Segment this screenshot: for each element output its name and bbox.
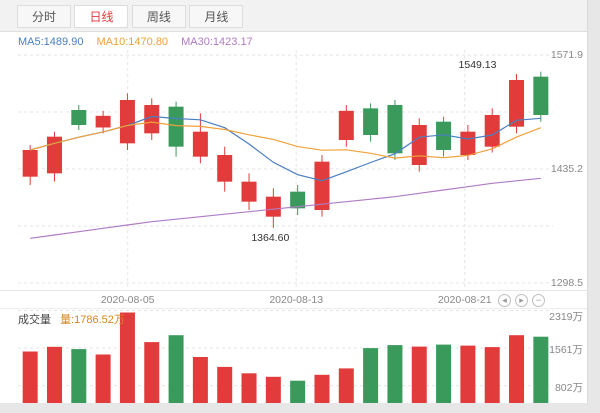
high-annotation: 1549.13: [458, 59, 497, 72]
zoom-out-button[interactable]: −: [532, 294, 545, 307]
volume-title: 成交量: [18, 314, 51, 326]
x-axis: ◂ ▸ − 2020-08-05 2020-08-13 2020-08-21: [0, 290, 587, 308]
period-tab-bar: 分时 日线 周线 月线: [0, 0, 587, 32]
tab-monthly[interactable]: 月线: [189, 5, 244, 28]
price-axis-label: 1435.2: [550, 163, 583, 175]
volume-header: 成交量 量:1786.52万: [18, 311, 125, 327]
price-axis-label: 1298.5: [550, 276, 583, 289]
price-axis-label: 1571.9: [550, 49, 583, 62]
chart-nav-controls: ◂ ▸ −: [498, 294, 545, 307]
ma30-label: MA30:1423.17: [181, 36, 253, 48]
date-axis-label: 2020-08-13: [269, 294, 324, 306]
date-axis-label: 2020-08-05: [100, 294, 155, 306]
volume-axis-label: 802万: [554, 381, 583, 394]
tab-weekly[interactable]: 周线: [131, 5, 186, 28]
pan-left-button[interactable]: ◂: [498, 294, 511, 307]
tab-daily[interactable]: 日线: [74, 5, 129, 28]
tab-minute[interactable]: 分时: [17, 5, 71, 28]
ma5-label: MA5:1489.90: [18, 36, 84, 48]
low-annotation: 1364.60: [251, 231, 290, 244]
stock-chart-widget: 分时 日线 周线 月线 MA5:1489.90 MA10:1470.80 MA3…: [0, 0, 588, 403]
date-axis-label: 2020-08-21: [437, 294, 492, 306]
volume-chart-area[interactable]: 成交量 量:1786.52万 2319万 1561万 802万: [0, 308, 587, 403]
volume-axis-label: 1561万: [549, 344, 583, 357]
volume-axis-label: 2319万: [549, 311, 583, 323]
volume-chart-svg: [18, 310, 553, 403]
candlestick-chart-area[interactable]: 1571.9 1435.2 1298.5 1549.13 1364.60: [0, 49, 587, 290]
ma-legend: MA5:1489.90 MA10:1470.80 MA30:1423.17: [0, 32, 587, 50]
volume-latest-value: 量:1786.52万: [60, 314, 125, 326]
ma10-label: MA10:1470.80: [96, 36, 169, 48]
main-chart-svg: [18, 50, 553, 290]
pan-right-button[interactable]: ▸: [515, 294, 528, 307]
